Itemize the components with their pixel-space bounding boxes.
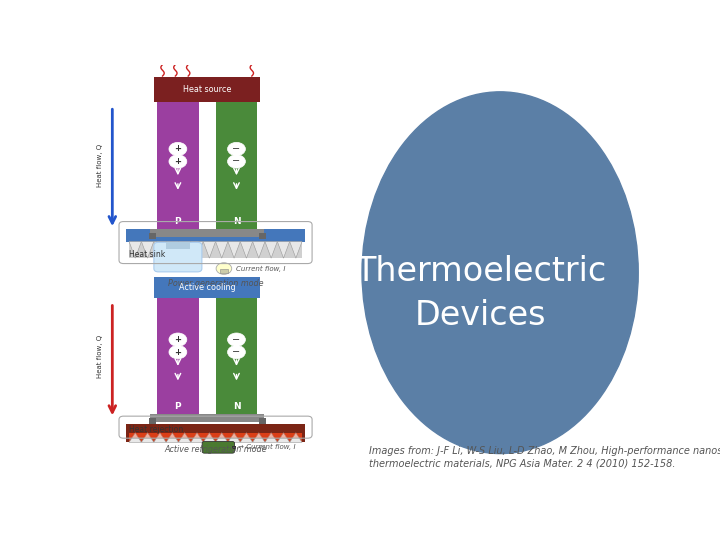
Text: N: N	[233, 402, 240, 411]
FancyBboxPatch shape	[154, 242, 202, 272]
Polygon shape	[191, 433, 203, 442]
Text: +: +	[174, 335, 181, 344]
Bar	[150, 229, 264, 237]
Bar	[154, 277, 260, 299]
Text: N: N	[233, 217, 240, 226]
Bar	[258, 418, 266, 424]
Text: Heat source: Heat source	[183, 85, 231, 94]
Bar	[215, 299, 258, 414]
Bar	[157, 102, 199, 229]
Text: +: +	[174, 145, 181, 153]
Polygon shape	[129, 433, 141, 442]
Bar	[148, 418, 156, 424]
Bar	[258, 233, 266, 239]
Text: P: P	[174, 402, 181, 411]
Polygon shape	[154, 433, 166, 442]
Ellipse shape	[362, 92, 638, 454]
Polygon shape	[166, 241, 179, 258]
Polygon shape	[179, 433, 191, 442]
Polygon shape	[141, 241, 154, 258]
Circle shape	[169, 155, 186, 168]
Text: −: −	[233, 347, 240, 357]
Circle shape	[228, 346, 246, 359]
Circle shape	[228, 143, 246, 156]
Bar	[129, 433, 302, 437]
Polygon shape	[240, 241, 253, 258]
Bar	[215, 102, 258, 229]
Bar	[150, 414, 264, 422]
Polygon shape	[289, 241, 302, 258]
Polygon shape	[240, 433, 253, 442]
Polygon shape	[277, 433, 289, 442]
Text: → Current flow, I: → Current flow, I	[238, 444, 295, 450]
Text: Heat rejection: Heat rejection	[129, 425, 184, 434]
Circle shape	[169, 143, 186, 156]
Polygon shape	[253, 241, 265, 258]
Bar	[126, 424, 305, 442]
Polygon shape	[203, 241, 215, 258]
Polygon shape	[265, 433, 277, 442]
Text: Heat flow, Q: Heat flow, Q	[97, 144, 103, 187]
Polygon shape	[166, 433, 179, 442]
Text: P: P	[174, 217, 181, 226]
Text: +: +	[174, 348, 181, 356]
Text: −: −	[233, 335, 240, 345]
Text: Current flow, I: Current flow, I	[236, 266, 286, 272]
Polygon shape	[228, 241, 240, 258]
Text: Power generation mode: Power generation mode	[168, 279, 264, 288]
FancyBboxPatch shape	[202, 442, 235, 453]
Polygon shape	[277, 241, 289, 258]
Polygon shape	[191, 241, 203, 258]
Polygon shape	[203, 433, 215, 442]
Text: Thermoelectric
Devices: Thermoelectric Devices	[355, 255, 606, 332]
Polygon shape	[265, 241, 277, 258]
Bar	[154, 77, 260, 102]
Text: Heat flow, Q: Heat flow, Q	[97, 335, 103, 378]
Polygon shape	[179, 241, 191, 258]
Text: +: +	[174, 157, 181, 166]
Text: Active refrigeration mode: Active refrigeration mode	[164, 444, 267, 454]
Bar	[126, 229, 305, 241]
Text: −: −	[233, 157, 240, 166]
Bar	[220, 269, 228, 273]
Circle shape	[169, 333, 186, 346]
Bar	[166, 242, 190, 248]
Circle shape	[228, 333, 246, 346]
Circle shape	[216, 263, 232, 274]
Polygon shape	[154, 241, 166, 258]
Polygon shape	[215, 241, 228, 258]
Polygon shape	[215, 433, 228, 442]
Circle shape	[169, 346, 186, 359]
Polygon shape	[228, 433, 240, 442]
Bar	[157, 299, 199, 414]
Text: Heat sink: Heat sink	[129, 251, 166, 259]
Polygon shape	[141, 433, 154, 442]
Bar	[148, 233, 156, 239]
Bar	[233, 446, 235, 449]
Polygon shape	[253, 433, 265, 442]
Polygon shape	[129, 241, 141, 258]
Text: Active cooling: Active cooling	[179, 283, 235, 292]
Polygon shape	[289, 433, 302, 442]
Text: Images from: J-F Li, W-S Liu, L-D Zhao, M Zhou, High-performance nanostructured
: Images from: J-F Li, W-S Liu, L-D Zhao, …	[369, 446, 720, 469]
Circle shape	[228, 155, 246, 168]
Bar	[129, 241, 302, 258]
Text: −: −	[233, 144, 240, 154]
Bar	[129, 433, 302, 442]
